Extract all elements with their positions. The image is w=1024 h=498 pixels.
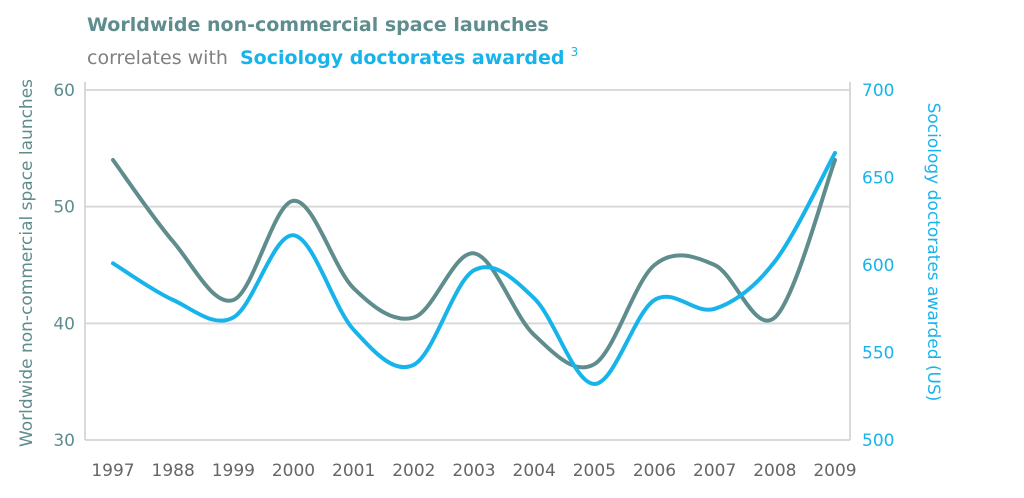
chart-subtitle: correlates with Sociology doctorates awa… (87, 45, 578, 69)
series-line-space-launches (111, 158, 837, 370)
x-tick-label: 2006 (633, 461, 676, 481)
subtitle-prefix: correlates with (87, 47, 228, 69)
y-right-tick-label: 500 (862, 431, 894, 451)
x-tick-label: 2009 (813, 461, 856, 481)
x-tick-label: 2000 (272, 461, 315, 481)
y-left-tick-label: 60 (53, 81, 75, 101)
chart-title: Worldwide non-commercial space launches (87, 14, 549, 36)
x-tick-label: 2008 (753, 461, 796, 481)
tick-labels: 1997 1988 1999 2000 2001 2002 2003 2004 2005 2006… (53, 81, 894, 481)
x-tick-label: 2002 (392, 461, 435, 481)
x-tick-label: 1997 (91, 461, 134, 481)
y-right-tick-label: 700 (862, 81, 894, 101)
y-right-tick-label: 600 (862, 256, 894, 276)
grid-lines (85, 89, 850, 325)
y-right-tick-label: 650 (862, 169, 894, 189)
x-tick-label: 2005 (573, 461, 616, 481)
x-tick-label: 1999 (212, 461, 255, 481)
y-left-tick-label: 40 (53, 314, 75, 334)
y-axis-right-title: Sociology doctorates awarded (US) (923, 103, 943, 402)
x-tick-label: 1988 (152, 461, 195, 481)
y-left-tick-label: 30 (53, 431, 75, 451)
axes (84, 82, 851, 441)
y-right-tick-label: 550 (862, 344, 894, 364)
x-tick-label: 2004 (513, 461, 556, 481)
subtitle-footnote: 3 (571, 45, 579, 59)
x-tick-label: 2007 (693, 461, 736, 481)
chart-title-line1: Worldwide non-commercial space launches (87, 14, 549, 36)
series-line-sociology-doctorates (111, 151, 837, 387)
subtitle-highlight: Sociology doctorates awarded (240, 47, 565, 69)
x-tick-label: 2003 (452, 461, 495, 481)
y-left-tick-label: 50 (53, 198, 75, 218)
series-lines (111, 151, 837, 387)
x-tick-label: 2001 (332, 461, 375, 481)
y-axis-left-title: Worldwide non-commercial space launches (17, 79, 37, 447)
